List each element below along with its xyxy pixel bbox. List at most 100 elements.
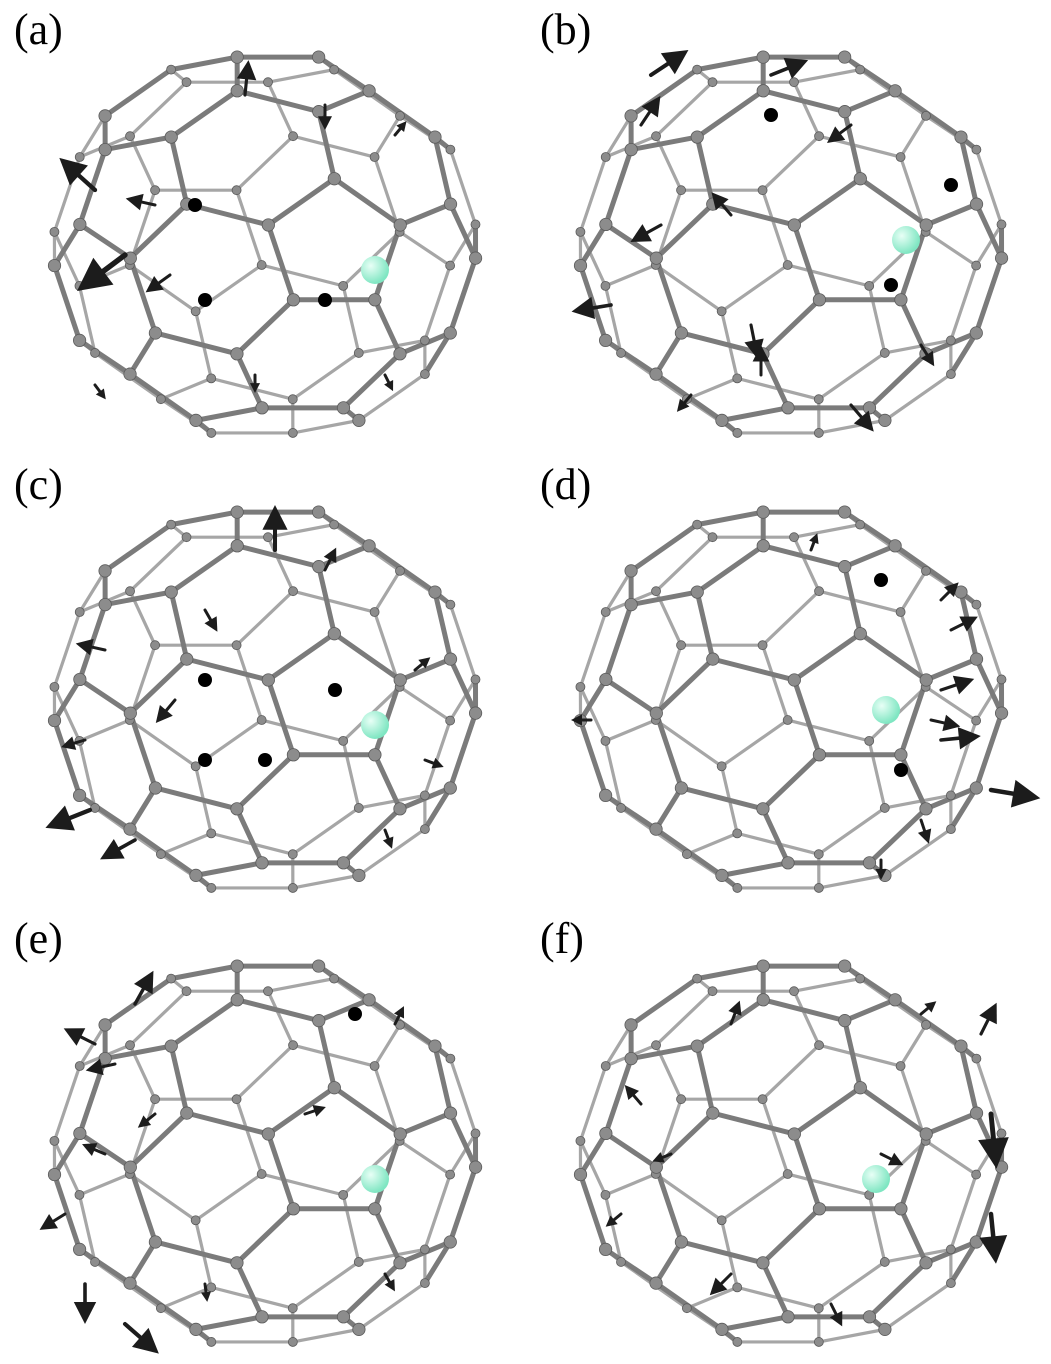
bond [432, 134, 454, 207]
bond [720, 718, 790, 768]
carbon-atom [288, 586, 298, 597]
bond [266, 68, 336, 84]
carbon-atom [994, 251, 1009, 265]
displacement-arrow-shaft [72, 738, 87, 745]
displacement-arrow-head [624, 1085, 639, 1101]
bond [842, 1018, 863, 1091]
carbon-atom [812, 293, 827, 307]
carbon-atom [73, 217, 87, 232]
displacement-arrow-head [652, 1152, 665, 1163]
carbon-atom [732, 1282, 743, 1293]
carbon-atom [419, 790, 430, 801]
bond [842, 963, 898, 1003]
carbon-atom [420, 369, 430, 380]
highlighted-atom [764, 108, 778, 122]
carbon-atom [180, 1106, 194, 1120]
bond [760, 1043, 821, 1101]
bond [578, 610, 608, 689]
carbon-atom [598, 333, 613, 348]
carbon-atom [445, 1053, 456, 1064]
displacement-arrow-shaft [100, 1062, 117, 1069]
bond [694, 88, 766, 140]
bond [842, 997, 898, 1024]
carbon-atom [599, 672, 613, 687]
carbon-atom [624, 142, 638, 157]
carbon-atom [164, 1039, 178, 1053]
carbon-atom [732, 828, 743, 839]
carbon-atom [181, 986, 192, 997]
bond [719, 405, 791, 423]
displacement-arrow-shaft [164, 698, 177, 712]
carbon-atom [879, 348, 890, 358]
bond [883, 338, 953, 355]
bond [653, 330, 684, 377]
displacement-arrow-shaft [203, 1282, 208, 1294]
carbon-atom [362, 539, 376, 553]
bond [372, 114, 402, 159]
carbon-atom [994, 706, 1009, 720]
bond [654, 1172, 724, 1222]
carbon-atom [692, 64, 702, 75]
bond [628, 522, 700, 574]
carbon-atom [166, 519, 176, 530]
displacement-arrow-shaft [729, 1011, 737, 1026]
carbon-atom [888, 993, 902, 1007]
bond [958, 134, 980, 207]
bond [974, 656, 1005, 716]
carbon-atom [706, 1106, 720, 1120]
bond [898, 1131, 929, 1212]
bond [678, 330, 766, 357]
carbon-atom [996, 219, 1007, 230]
carbon-atom [971, 715, 982, 726]
bond [340, 351, 403, 411]
bond [628, 134, 700, 153]
carbon-atom [230, 50, 244, 64]
highlighted-atom [348, 1007, 362, 1021]
carbon-atom [919, 1256, 933, 1270]
carbon-atom [624, 564, 638, 578]
bond [128, 535, 189, 593]
displacement-arrow-shaft [93, 1148, 107, 1156]
carbon-atom [894, 748, 908, 762]
carbon-atom [74, 1061, 85, 1071]
bond [603, 1193, 623, 1264]
carbon-atom [150, 1094, 160, 1105]
bond [102, 589, 174, 608]
carbon-atom [181, 532, 192, 543]
displacement-arrow-shaft [79, 1035, 97, 1046]
carbon-atom [676, 640, 686, 651]
carbon-atom [468, 1160, 483, 1174]
bond [678, 785, 766, 812]
bond [710, 1110, 797, 1137]
displacement-arrow-head [137, 1115, 152, 1128]
highlighted-atom [198, 293, 212, 307]
bond [867, 284, 887, 355]
bond [357, 338, 427, 355]
carbon-atom [895, 1061, 906, 1071]
bond [948, 330, 979, 377]
carbon-atom [230, 347, 244, 361]
carbon-atom [600, 152, 611, 162]
carbon-atom [649, 822, 663, 836]
bond [234, 1097, 264, 1176]
carbon-atom [369, 1061, 380, 1071]
carbon-atom [362, 993, 376, 1007]
carbon-atom [624, 597, 638, 612]
carbon-atom [420, 1278, 430, 1289]
carbon-atom [90, 1257, 100, 1267]
carbon-atom [336, 401, 351, 415]
carbon-atom [787, 218, 801, 232]
carbon-atom [756, 959, 770, 973]
displacement-arrow-shaft [383, 828, 390, 840]
bond [792, 977, 862, 993]
carbon-atom [353, 803, 364, 813]
bond [52, 1130, 83, 1178]
displacement-arrow-shaft [323, 558, 332, 572]
bond [898, 752, 929, 812]
bond [422, 330, 453, 377]
bond [857, 1085, 929, 1137]
bond [958, 1043, 980, 1116]
bond [168, 54, 240, 73]
bond [316, 509, 372, 549]
bond [234, 1260, 265, 1320]
